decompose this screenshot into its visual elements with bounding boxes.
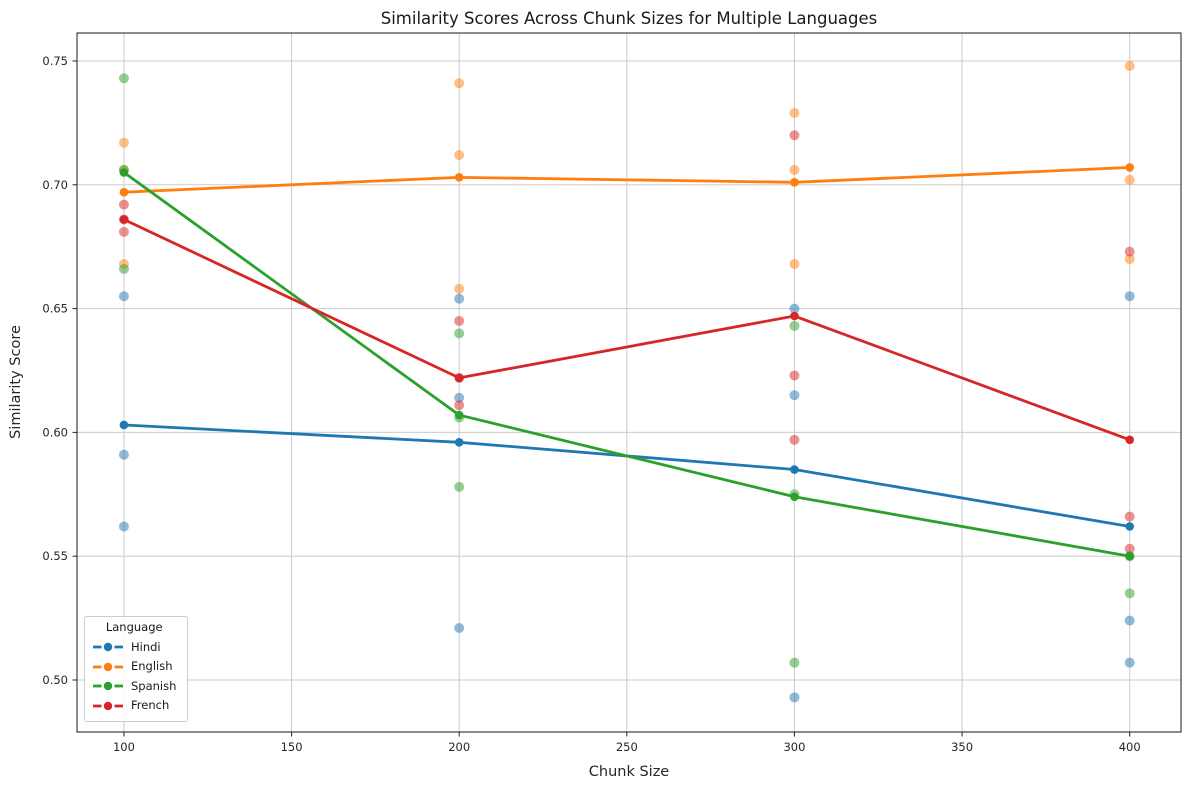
legend-dot [103, 643, 113, 652]
line-marker-spanish [454, 410, 464, 420]
y-tick-label: 0.55 [42, 549, 68, 563]
scatter-point-spanish [789, 320, 800, 331]
x-tick-label: 250 [616, 740, 638, 754]
legend-entry-hindi: Hindi [92, 638, 176, 658]
x-tick-label: 100 [113, 740, 135, 754]
scatter-point-english [789, 164, 800, 175]
y-tick-label: 0.70 [42, 178, 68, 192]
scatter-point-spanish [1124, 588, 1135, 599]
line-marker-french [790, 311, 799, 321]
y-axis-title: Similarity Score [8, 325, 24, 439]
legend-entry-english: English [92, 657, 176, 677]
scatter-point-hindi [1124, 657, 1135, 668]
scatter-point-hindi [1124, 291, 1135, 302]
legend-dot [103, 682, 113, 691]
legend-line-marker-icon [93, 701, 123, 710]
line-marker-hindi [790, 465, 799, 474]
legend-label: Hindi [131, 639, 161, 654]
y-tick-label: 0.50 [42, 673, 68, 687]
line-marker-english [790, 178, 799, 187]
legend: Language Hindi English Spanish French [84, 616, 189, 722]
scatter-point-hindi [118, 291, 129, 302]
scatter-point-french [1124, 543, 1135, 554]
y-tick-label: 0.75 [42, 54, 68, 68]
scatter-point-hindi [789, 303, 800, 314]
mean-line-english [122, 166, 1132, 194]
scatter-point-french [789, 130, 800, 141]
scatter-point-hindi [118, 521, 129, 532]
scatter-point-french [454, 315, 465, 326]
legend-line-marker-icon [93, 682, 123, 691]
scatter-point-french [789, 370, 800, 381]
scatter-point-english [454, 150, 465, 161]
x-tick-label: 300 [783, 740, 805, 754]
legend-title: Language [105, 620, 163, 634]
x-tick-label: 150 [281, 740, 303, 754]
scatter-point-hindi [454, 293, 465, 304]
line-layer [119, 163, 1135, 561]
line-marker-english [119, 187, 129, 197]
line-marker-spanish [790, 492, 799, 502]
line-marker-hindi [454, 437, 464, 447]
scatter-point-french [118, 226, 129, 237]
chart-title: Similarity Scores Across Chunk Sizes for… [381, 9, 877, 28]
scatter-point-french [789, 434, 800, 445]
scatter-point-french [118, 199, 129, 210]
line-marker-hindi [119, 420, 129, 430]
x-tick-label: 400 [1119, 740, 1141, 754]
mean-line-spanish [122, 171, 1132, 558]
y-tick-label: 0.60 [42, 425, 68, 439]
scatter-point-english [454, 78, 465, 89]
scatter-point-english [1124, 254, 1135, 265]
scatter-point-english [789, 259, 800, 270]
scatter-point-hindi [789, 390, 800, 401]
legend-label: Spanish [131, 678, 177, 693]
scatter-point-hindi [118, 449, 129, 460]
scatter-point-french [454, 400, 465, 411]
tick-layer: 100 150 200 250 300 350 400 0.50 0.55 0.60 0.65 0.7… [42, 54, 1140, 754]
scatter-point-english [1124, 174, 1135, 185]
x-tick-label: 350 [951, 740, 973, 754]
legend-dot [103, 662, 113, 671]
legend-label: English [131, 659, 173, 673]
legend-entry-french: French [92, 696, 176, 716]
scatter-point-english [789, 107, 800, 118]
scatter-point-english [1124, 60, 1135, 71]
scatter-point-hindi [454, 623, 465, 634]
legend-label: French [131, 698, 170, 712]
scatter-point-english [118, 137, 129, 148]
plot-frame [76, 32, 1182, 733]
scatter-point-french [1124, 246, 1135, 257]
line-marker-english [1125, 163, 1135, 172]
line-marker-french [1125, 435, 1135, 445]
scatter-point-english [454, 283, 465, 294]
legend-dot [103, 701, 113, 710]
line-marker-english [454, 173, 464, 182]
scatter-point-spanish [454, 481, 465, 492]
scatter-point-spanish [118, 263, 129, 274]
line-marker-spanish [1125, 551, 1135, 561]
scatter-point-french [1124, 511, 1135, 522]
line-marker-hindi [1125, 522, 1135, 531]
scatter-point-spanish [789, 657, 800, 668]
x-tick-label: 200 [448, 740, 470, 754]
scatter-point-hindi [1124, 615, 1135, 626]
mean-line-french [122, 218, 1132, 442]
legend-entry-spanish: Spanish [92, 677, 176, 697]
y-tick-label: 0.65 [42, 302, 68, 316]
line-marker-spanish [119, 168, 129, 177]
line-marker-french [119, 215, 129, 224]
scatter-point-spanish [118, 73, 129, 84]
legend-line-marker-icon [93, 662, 123, 671]
line-marker-french [454, 373, 464, 383]
scatter-point-hindi [789, 692, 800, 703]
x-axis-title: Chunk Size [589, 764, 670, 780]
scatter-point-hindi [454, 392, 465, 403]
legend-line-marker-icon [93, 643, 123, 652]
grid-layer [77, 33, 1181, 732]
scatter-point-spanish [454, 328, 465, 339]
